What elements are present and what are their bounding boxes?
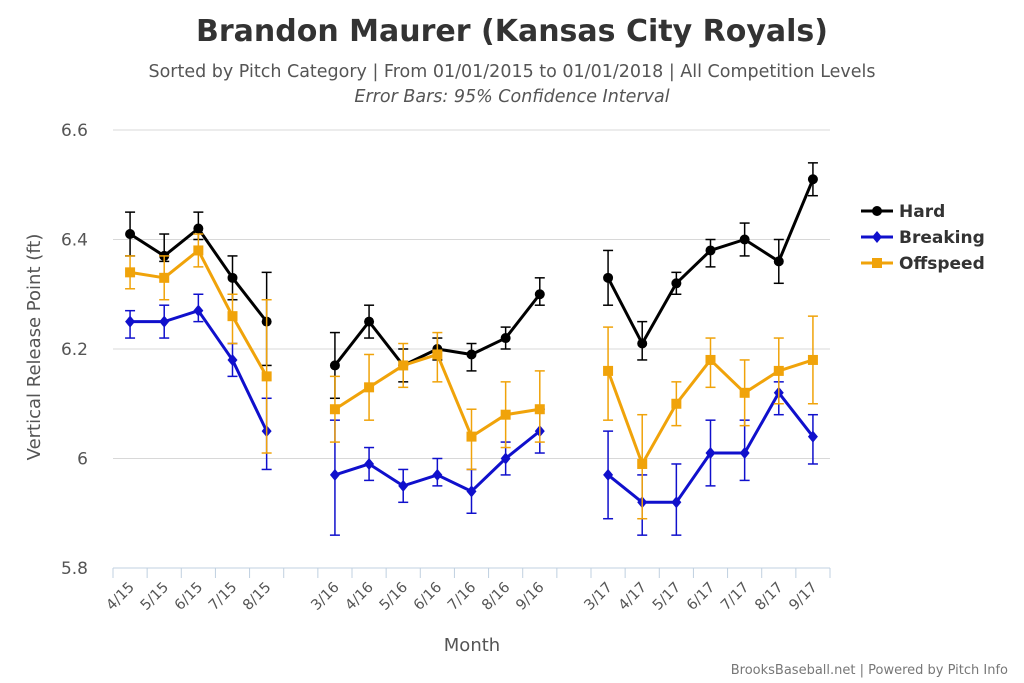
data-point	[466, 485, 477, 498]
chart-subtitle-error-bars: Error Bars: 95% Confidence Interval	[354, 87, 669, 107]
x-tick-label: 3/17	[582, 580, 616, 614]
data-point	[637, 458, 648, 469]
data-point	[227, 353, 238, 366]
y-tick-label: 6.6	[61, 121, 88, 141]
x-tick-label: 5/15	[138, 580, 172, 614]
x-tick-label: 6/17	[684, 580, 718, 614]
data-point	[637, 338, 648, 349]
series-offspeed	[125, 233, 818, 520]
data-point	[739, 447, 750, 460]
x-tick-label: 5/17	[650, 580, 684, 614]
y-axis-ticks: 5.8 6 6.2 6.4 6.6	[61, 121, 88, 579]
data-point	[159, 272, 170, 283]
data-point	[705, 447, 716, 460]
data-point	[329, 360, 340, 371]
data-point	[466, 349, 477, 360]
y-tick-label: 6	[77, 450, 88, 470]
data-point	[807, 430, 818, 443]
data-point	[364, 316, 375, 327]
x-tick-label: 7/15	[206, 580, 240, 614]
data-point	[364, 382, 375, 393]
x-tick-label: 6/15	[172, 580, 206, 614]
data-point	[329, 468, 340, 481]
data-point	[432, 468, 443, 481]
data-point	[671, 278, 682, 289]
legend-marker	[872, 206, 882, 216]
x-axis-label: Month	[444, 635, 500, 656]
legend-marker	[872, 231, 882, 243]
data-point	[364, 457, 375, 470]
data-point	[193, 304, 204, 317]
data-point	[261, 371, 272, 382]
x-tick-label: 4/17	[616, 580, 650, 614]
y-tick-label: 5.8	[61, 559, 88, 579]
x-tick-label: 5/16	[377, 580, 411, 614]
data-point	[193, 223, 204, 234]
x-tick-label: 8/15	[240, 580, 274, 614]
data-point	[466, 431, 477, 442]
data-point	[500, 409, 511, 420]
chart-subtitle: Sorted by Pitch Category | From 01/01/20…	[148, 62, 875, 82]
series-line	[130, 309, 268, 432]
x-tick-label: 9/17	[786, 580, 820, 614]
legend-item-hard[interactable]: Hard	[861, 202, 945, 222]
legend-label: Offspeed	[899, 254, 985, 274]
data-point	[500, 452, 511, 465]
x-tick-label: 6/16	[411, 580, 445, 614]
legend-label: Breaking	[899, 228, 985, 248]
x-axis: 4/15 5/15 6/15 7/15 8/15 3/16 4/16 5/16 6/16 7/16…	[104, 567, 831, 614]
data-point	[329, 404, 340, 415]
data-point	[807, 174, 818, 185]
data-point	[603, 272, 614, 283]
data-point	[671, 398, 682, 409]
data-point	[125, 267, 136, 278]
data-point	[227, 272, 238, 283]
x-tick-label: 9/16	[513, 580, 547, 614]
x-tick-label: 4/15	[104, 580, 138, 614]
credits: BrooksBaseball.net | Powered by Pitch In…	[731, 663, 1008, 678]
data-point	[739, 234, 750, 245]
data-point	[398, 360, 409, 371]
data-point	[739, 387, 750, 398]
legend-marker	[872, 258, 882, 268]
data-point	[603, 365, 614, 376]
data-point	[125, 315, 136, 328]
x-tick-label: 7/17	[718, 580, 752, 614]
legend-label: Hard	[899, 202, 945, 222]
plot-area	[125, 162, 818, 536]
x-tick-label: 7/16	[445, 580, 479, 614]
data-point	[432, 349, 443, 360]
data-point	[534, 289, 545, 300]
data-point	[398, 479, 409, 492]
data-point	[807, 354, 818, 365]
data-point	[603, 468, 614, 481]
y-tick-label: 6.4	[61, 231, 88, 251]
x-tick-label: 4/16	[343, 580, 377, 614]
data-point	[705, 245, 716, 256]
data-point	[534, 404, 545, 415]
data-point	[671, 496, 682, 509]
x-tick-label: 3/16	[308, 580, 342, 614]
data-point	[773, 256, 784, 267]
legend-item-offspeed[interactable]: Offspeed	[861, 254, 985, 274]
x-tick-label: 8/16	[479, 580, 513, 614]
y-axis-label: Vertical Release Point (ft)	[24, 234, 45, 461]
legend: Hard Breaking Offspeed	[861, 202, 985, 274]
y-tick-label: 6.2	[61, 340, 88, 360]
x-tick-label: 8/17	[752, 580, 786, 614]
data-point	[500, 333, 511, 344]
legend-item-breaking[interactable]: Breaking	[861, 228, 985, 248]
data-point	[125, 229, 136, 240]
data-point	[227, 311, 238, 322]
data-point	[193, 245, 204, 256]
data-point	[705, 354, 716, 365]
chart-title: Brandon Maurer (Kansas City Royals)	[196, 14, 828, 49]
data-point	[159, 315, 170, 328]
data-point	[773, 365, 784, 376]
